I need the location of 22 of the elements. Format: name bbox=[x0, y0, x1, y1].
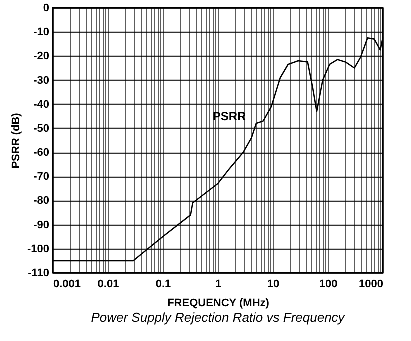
y-tick-label: 0 bbox=[43, 2, 50, 14]
y-tick-label: -90 bbox=[34, 219, 50, 232]
x-tick-label: 0.01 bbox=[98, 278, 120, 290]
y-tick-label: -80 bbox=[34, 195, 50, 208]
x-tick-label: 0.001 bbox=[54, 278, 82, 290]
x-tick-label: 0.1 bbox=[156, 278, 172, 290]
y-axis-title: PSRR (dB) bbox=[10, 112, 22, 169]
y-tick-label: -110 bbox=[28, 268, 50, 280]
y-tick-label: -50 bbox=[34, 122, 50, 135]
y-tick-label: -20 bbox=[34, 50, 50, 63]
x-tick-label: 100 bbox=[319, 278, 338, 290]
text: Power Supply Rejection Ratio vs Frequency bbox=[91, 310, 346, 325]
y-tick-label: -30 bbox=[34, 74, 50, 87]
y-tick-label: -40 bbox=[34, 98, 50, 111]
x-tick-label: 1000 bbox=[359, 278, 384, 290]
y-tick-label: -60 bbox=[34, 147, 50, 160]
y-tick-label: -100 bbox=[27, 243, 50, 256]
x-axis-title: FREQUENCY (MHz) bbox=[168, 298, 270, 310]
x-tick-label: 1 bbox=[215, 278, 222, 290]
y-tick-label: -10 bbox=[34, 26, 50, 39]
x-tick-label: 10 bbox=[267, 278, 280, 290]
y-tick-label: -70 bbox=[34, 171, 50, 184]
